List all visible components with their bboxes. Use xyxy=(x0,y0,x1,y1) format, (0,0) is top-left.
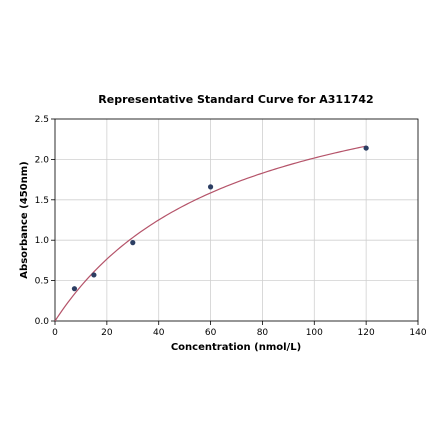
x-axis-ticks: 0 20 40 60 80 100 120 140 xyxy=(52,321,427,338)
x-tick-label: 60 xyxy=(205,328,217,338)
data-point xyxy=(130,240,136,246)
grid-lines xyxy=(54,118,419,322)
data-point xyxy=(91,272,97,278)
x-tick-label: 80 xyxy=(257,328,269,338)
x-tick-label: 100 xyxy=(306,328,323,338)
x-tick-label: 40 xyxy=(153,328,165,338)
y-tick-label: 0.5 xyxy=(35,277,49,287)
y-axis-label: Absorbance (450nm) xyxy=(19,161,30,278)
data-point xyxy=(71,286,78,292)
x-tick-label: 140 xyxy=(409,328,426,338)
plot-frame xyxy=(54,118,419,322)
x-axis-label: Concentration (nmol/L) xyxy=(171,342,301,353)
data-point xyxy=(207,184,214,190)
y-tick-label: 2.0 xyxy=(35,155,50,165)
fit-curve xyxy=(54,145,367,322)
x-tick-label: 120 xyxy=(358,328,375,338)
y-tick-label: 1.0 xyxy=(35,236,50,246)
x-tick-label: 0 xyxy=(52,328,58,338)
data-point xyxy=(363,145,369,151)
data-points xyxy=(71,145,369,292)
y-tick-label: 0.0 xyxy=(35,317,50,327)
chart-title: Representative Standard Curve for A31174… xyxy=(98,93,373,106)
y-tick-label: 2.5 xyxy=(35,115,49,125)
x-tick-label: 20 xyxy=(101,328,113,338)
y-axis-ticks: 0.0 0.5 1.0 1.5 2.0 2.5 xyxy=(35,115,55,327)
y-tick-label: 1.5 xyxy=(35,196,49,206)
